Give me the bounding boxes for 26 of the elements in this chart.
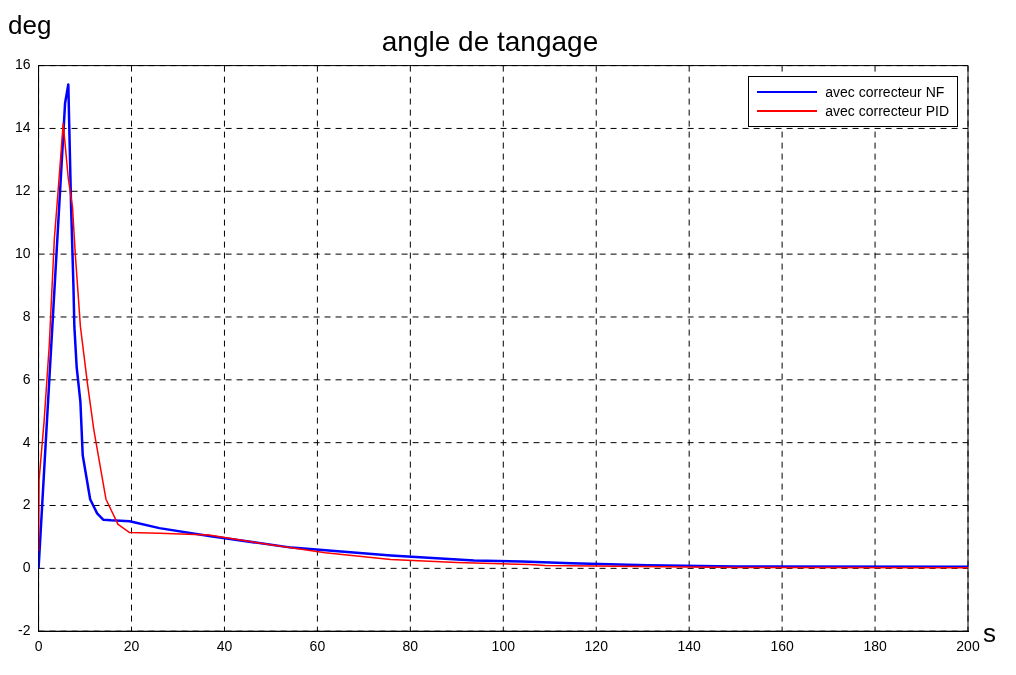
y-tick-label: 12 — [14, 182, 31, 199]
legend-label: avec correcteur PID — [825, 103, 949, 119]
y-tick-label: 16 — [14, 56, 31, 73]
chart-title: angle de tangage — [381, 25, 599, 57]
x-tick-label: 20 — [123, 638, 140, 655]
x-tick-label: 160 — [770, 638, 795, 655]
x-tick-label: 200 — [956, 638, 980, 655]
legend-label: avec correcteur NF — [825, 84, 945, 100]
x-axis-title: s — [983, 618, 996, 649]
y-tick-label: 2 — [22, 496, 31, 513]
x-tick-label: 180 — [863, 638, 887, 655]
x-tick-label: 40 — [216, 638, 233, 655]
y-tick-label: -2 — [18, 622, 31, 639]
x-tick-label: 0 — [34, 638, 43, 655]
y-axis-title: deg — [8, 10, 52, 41]
x-tick-label: 100 — [491, 638, 516, 655]
y-tick-label: 10 — [14, 244, 31, 261]
y-tick-label: 0 — [22, 559, 31, 576]
y-tick-label: 8 — [22, 307, 31, 324]
x-tick-label: 120 — [584, 638, 609, 655]
y-tick-label: 14 — [14, 119, 31, 136]
y-tick-label: 4 — [22, 433, 31, 450]
x-tick-label: 80 — [402, 638, 419, 655]
x-tick-label: 140 — [677, 638, 702, 655]
y-tick-label: 6 — [22, 370, 31, 387]
x-tick-label: 60 — [309, 638, 326, 655]
